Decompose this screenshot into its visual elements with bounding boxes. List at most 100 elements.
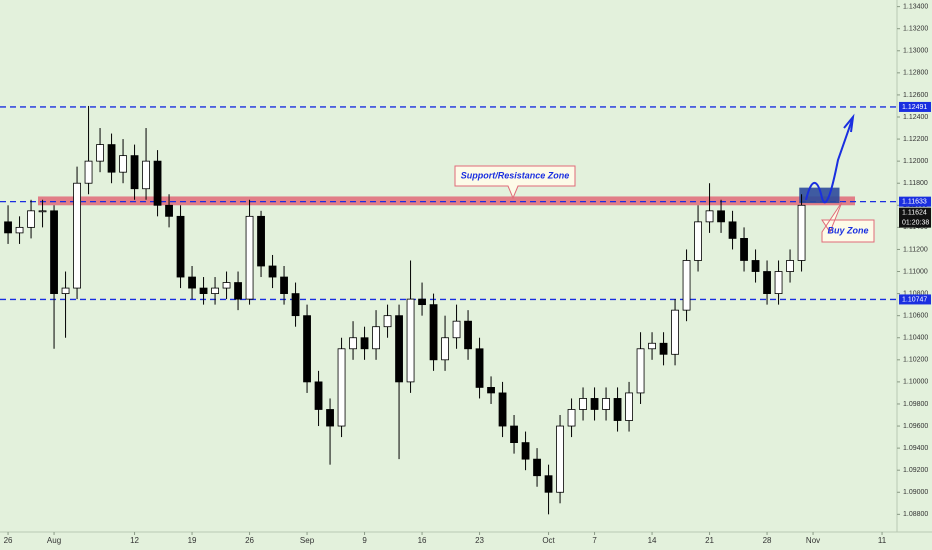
candle-body — [717, 210, 725, 223]
candle-body — [418, 298, 426, 306]
candle-body — [61, 287, 70, 294]
candle-body — [602, 398, 610, 410]
candle-body — [510, 425, 518, 443]
y-tick-label: 1.10400 — [903, 335, 928, 342]
x-tick-label: 16 — [418, 536, 427, 545]
x-tick-label: 26 — [4, 536, 13, 545]
candle-body — [774, 271, 783, 294]
annotation: Support/Resistance Zone — [461, 170, 570, 180]
layer — [0, 106, 897, 301]
candle-body — [452, 320, 461, 339]
x-tick-label: 12 — [130, 536, 139, 545]
candle-body — [176, 215, 185, 278]
annotation: Buy Zone — [827, 225, 868, 235]
x-tick-label: 28 — [763, 536, 772, 545]
candle-body — [636, 348, 645, 394]
last-price-bg — [899, 207, 931, 228]
candle-body — [395, 315, 403, 383]
candle-body — [694, 221, 702, 261]
x-tick-label: 9 — [362, 536, 367, 545]
y-tick-label: 1.09000 — [903, 489, 928, 496]
y-tick-label: 1.11400 — [903, 224, 928, 231]
level-label: 1.10747 — [902, 296, 927, 303]
callout-box — [454, 165, 576, 200]
y-tick-label: 1.12800 — [903, 70, 928, 77]
y-tick-label: 1.11200 — [903, 246, 928, 253]
x-tick-label: 23 — [475, 536, 484, 545]
y-tick-label: 1.12200 — [903, 136, 928, 143]
candle-body — [441, 337, 449, 361]
candle-body — [119, 155, 127, 173]
candle-body — [487, 387, 495, 394]
candle-body — [96, 144, 104, 162]
candle-body — [590, 398, 599, 410]
candle-body — [234, 282, 242, 300]
sr-zone — [38, 196, 855, 206]
candle-body — [579, 398, 587, 410]
candle-body — [291, 293, 300, 317]
candle-body — [199, 287, 208, 294]
y-tick-label: 1.08800 — [903, 511, 928, 518]
candle-body — [464, 320, 472, 350]
candle-body — [15, 226, 24, 234]
y-tick-label: 1.10200 — [903, 357, 928, 364]
candle-body — [314, 381, 323, 410]
countdown: 01:20:38 — [902, 219, 929, 226]
y-tick-label: 1.09600 — [903, 423, 928, 430]
x-tick-label: 21 — [705, 536, 714, 545]
y-tick-label: 1.13200 — [903, 26, 928, 33]
y-tick-label: 1.11000 — [903, 268, 928, 275]
y-tick-label: 1.10600 — [903, 313, 928, 320]
y-tick-label: 1.12000 — [903, 158, 928, 165]
projection-arrow — [805, 119, 853, 204]
candle-body — [544, 475, 553, 493]
level-label-bg — [899, 294, 931, 305]
level-label: 1.12491 — [902, 104, 927, 111]
x-tick-label: Nov — [806, 536, 820, 545]
candle-body — [165, 204, 173, 217]
candle-body — [556, 425, 564, 493]
candle-body — [797, 204, 806, 261]
candle-body — [533, 458, 541, 477]
candle-body — [245, 215, 254, 300]
candle-body — [188, 276, 196, 289]
candle-body — [107, 144, 116, 173]
candle-body — [4, 221, 12, 234]
candle-body — [498, 392, 507, 427]
candle-body — [142, 160, 150, 190]
arrow-head — [843, 113, 855, 133]
candle-body — [648, 342, 656, 350]
candle-body — [671, 309, 679, 355]
candle-body — [567, 409, 576, 427]
candle-body — [383, 315, 392, 328]
y-tick-label: 1.11800 — [903, 180, 928, 187]
candle-body — [625, 392, 633, 421]
candle-body — [613, 398, 622, 421]
candle-body — [406, 298, 415, 383]
candle-body — [222, 282, 231, 289]
candle-body — [303, 315, 311, 383]
candle-body — [728, 221, 737, 239]
candle-body — [475, 348, 484, 388]
candle-body — [130, 155, 139, 190]
x-tick-label: 26 — [245, 536, 254, 545]
y-tick-label: 1.13400 — [903, 3, 928, 10]
candle-body — [429, 304, 438, 361]
candle-body — [751, 260, 760, 272]
candle-body — [50, 210, 58, 294]
candle-body — [280, 276, 288, 294]
candle-body — [73, 182, 81, 289]
y-tick-label: 1.12400 — [903, 114, 928, 121]
last-price: 1.11624 — [902, 209, 927, 216]
candle-body — [257, 215, 265, 267]
level-label-bg — [899, 196, 931, 207]
y-tick-label: 1.10800 — [903, 290, 928, 297]
y-tick-label: 1.12600 — [903, 92, 928, 99]
candle-body — [84, 160, 93, 184]
candle-body — [682, 260, 691, 311]
candle-body — [360, 337, 369, 350]
candle-body — [705, 210, 714, 223]
